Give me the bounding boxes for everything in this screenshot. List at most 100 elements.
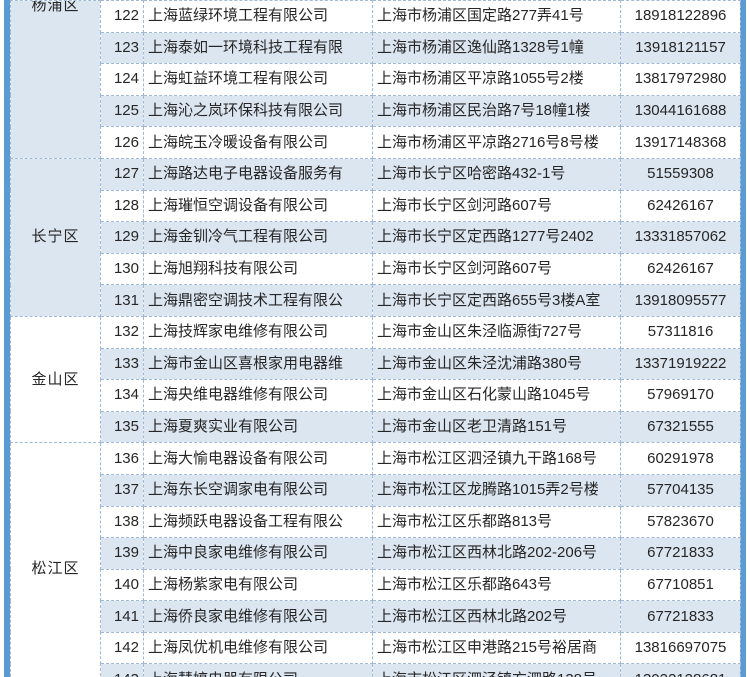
address-cell: 上海市金山区朱泾临源街727号 [372, 315, 621, 349]
address-cell: 上海市松江区西林北路202-206号 [372, 537, 621, 570]
phone-cell: 13817972980 [620, 63, 741, 96]
district-cell: 金山区 [10, 315, 101, 444]
company-cell: 上海夏爽实业有限公司 [143, 410, 373, 444]
table-row: 133 上海市金山区喜根家用电器维 上海市金山区朱泾沈浦路380号 133719192… [11, 347, 741, 381]
phone-cell: 57823670 [620, 505, 741, 539]
phone-cell: 51559308 [620, 157, 741, 191]
address-cell: 上海市长宁区剑河路607号 [372, 189, 621, 223]
phone-cell: 13331857062 [620, 221, 741, 254]
company-cell: 上海泰如一环境科技工程有限 [143, 31, 373, 65]
company-cell: 上海鼎密空调技术工程有限公 [143, 284, 373, 317]
index-cell: 126 [100, 126, 144, 159]
phone-cell: 13044161688 [620, 94, 741, 128]
company-cell: 上海大愉电器设备有限公司 [143, 442, 373, 475]
address-cell: 上海市杨浦区民治路7号18幢1楼 [372, 94, 621, 128]
table-row: 松江区 136 上海大愉电器设备有限公司 上海市松江区泗泾镇九干路168号 602919… [10, 442, 741, 677]
address-cell: 上海市杨浦区国定路277弄41号 [372, 0, 621, 33]
index-cell: 124 [100, 63, 144, 96]
index-cell: 129 [100, 221, 144, 254]
company-cell: 上海慧婷电器有限公司 [143, 663, 373, 677]
table-row: 金山区 132 上海技辉家电维修有限公司 上海市金山区朱泾临源街727号 5731181… [10, 315, 741, 444]
index-cell: 133 [100, 347, 144, 381]
table-row: 129 上海金钏冷气工程有限公司 上海市长宁区定西路1277号2402 1333185… [11, 221, 741, 254]
table-row: 123 上海泰如一环境科技工程有限 上海市杨浦区逸仙路1328号1幢 13918121… [11, 31, 741, 65]
phone-cell: 62426167 [620, 252, 741, 286]
table-row: 杨浦区 122 上海蓝绿环境工程有限公司 上海市杨浦区国定路277弄41号 189181… [10, 0, 741, 159]
table-row: 125 上海沁之岚环保科技有限公司 上海市杨浦区民治路7号18幢1楼 13044161… [11, 94, 741, 128]
index-cell: 132 [100, 315, 144, 349]
company-cell: 上海杨紫家电有限公司 [143, 568, 373, 602]
table-row: 130 上海旭翔科技有限公司 上海市长宁区剑河路607号 62426167 [11, 252, 741, 286]
phone-cell: 57311816 [620, 315, 741, 349]
company-cell: 上海虹益环境工程有限公司 [143, 63, 373, 96]
index-cell: 128 [100, 189, 144, 223]
company-cell: 上海频跃电器设备工程有限公 [143, 505, 373, 539]
service-provider-table: 杨浦区 122 上海蓝绿环境工程有限公司 上海市杨浦区国定路277弄41号 189181… [10, 0, 741, 677]
phone-cell: 13371919222 [620, 347, 741, 381]
index-cell: 136 [100, 442, 144, 475]
phone-cell: 67710851 [620, 568, 741, 602]
address-cell: 上海市长宁区哈密路432-1号 [372, 157, 621, 191]
index-cell: 122 [100, 0, 144, 33]
phone-cell: 57704135 [620, 473, 741, 507]
company-cell: 上海旭翔科技有限公司 [143, 252, 373, 286]
address-cell: 上海市松江区泗泾镇九干路168号 [372, 442, 621, 475]
company-cell: 上海技辉家电维修有限公司 [143, 315, 373, 349]
phone-cell: 62426167 [620, 189, 741, 223]
phone-cell: 13918121157 [620, 31, 741, 65]
address-cell: 上海市松江区泗泾镇方泗路138号 [372, 663, 621, 677]
company-cell: 上海沁之岚环保科技有限公司 [143, 94, 373, 128]
address-cell: 上海市金山区老卫清路151号 [372, 410, 621, 444]
index-cell: 135 [100, 410, 144, 444]
index-cell: 123 [100, 31, 144, 65]
table-row: 139 上海中良家电维修有限公司 上海市松江区西林北路202-206号 6772183… [11, 537, 741, 570]
address-cell: 上海市松江区乐都路643号 [372, 568, 621, 602]
address-cell: 上海市杨浦区逸仙路1328号1幢 [372, 31, 621, 65]
company-cell: 上海侨良家电维修有限公司 [143, 600, 373, 633]
phone-cell: 67321555 [620, 410, 741, 444]
district-cell: 长宁区 [10, 157, 101, 317]
address-cell: 上海市松江区西林北路202号 [372, 600, 621, 633]
table-row: 140 上海杨紫家电有限公司 上海市松江区乐都路643号 67710851 [11, 568, 741, 602]
address-cell: 上海市杨浦区平凉路1055号2楼 [372, 63, 621, 96]
phone-cell: 13816697075 [620, 631, 741, 665]
index-cell: 125 [100, 94, 144, 128]
company-cell: 上海璀恒空调设备有限公司 [143, 189, 373, 223]
phone-cell: 67721833 [620, 600, 741, 633]
index-cell: 142 [100, 631, 144, 665]
table-row: 124 上海虹益环境工程有限公司 上海市杨浦区平凉路1055号2楼 138179729… [11, 63, 741, 96]
address-cell: 上海市杨浦区平凉路2716号8号楼 [372, 126, 621, 159]
table-right-rail [740, 0, 746, 677]
index-cell: 140 [100, 568, 144, 602]
table-row: 135 上海夏爽实业有限公司 上海市金山区老卫清路151号 67321555 [11, 410, 741, 444]
company-cell: 上海市金山区喜根家用电器维 [143, 347, 373, 381]
table-row: 138 上海频跃电器设备工程有限公 上海市松江区乐都路813号 57823670 [11, 505, 741, 539]
table-row: 134 上海央维电器维修有限公司 上海市金山区石化蒙山路1045号 57969170 [11, 379, 741, 412]
index-cell: 130 [100, 252, 144, 286]
district-cell: 松江区 [10, 442, 101, 677]
table-row: 长宁区 127 上海路达电子电器设备服务有 上海市长宁区哈密路432-1号 515593… [10, 157, 741, 317]
phone-cell: 60291978 [620, 442, 741, 475]
address-cell: 上海市松江区申港路215号裕居商 [372, 631, 621, 665]
address-cell: 上海市长宁区定西路1277号2402 [372, 221, 621, 254]
table-left-rail [4, 0, 10, 677]
company-cell: 上海路达电子电器设备服务有 [143, 157, 373, 191]
phone-cell: 18918122896 [620, 0, 741, 33]
index-cell: 143 [100, 663, 144, 677]
index-cell: 137 [100, 473, 144, 507]
address-cell: 上海市松江区乐都路813号 [372, 505, 621, 539]
index-cell: 138 [100, 505, 144, 539]
district-cell: 杨浦区 [10, 0, 101, 159]
company-cell: 上海中良家电维修有限公司 [143, 537, 373, 570]
table-row: 137 上海东长空调家电有限公司 上海市松江区龙腾路1015弄2号楼 57704135 [11, 473, 741, 507]
company-cell: 上海央维电器维修有限公司 [143, 379, 373, 412]
address-cell: 上海市长宁区剑河路607号 [372, 252, 621, 286]
phone-cell: 13022128681 [620, 663, 741, 677]
company-cell: 上海东长空调家电有限公司 [143, 473, 373, 507]
address-cell: 上海市松江区龙腾路1015弄2号楼 [372, 473, 621, 507]
phone-cell: 67721833 [620, 537, 741, 570]
address-cell: 上海市金山区石化蒙山路1045号 [372, 379, 621, 412]
company-cell: 上海金钏冷气工程有限公司 [143, 221, 373, 254]
index-cell: 127 [100, 157, 144, 191]
index-cell: 139 [100, 537, 144, 570]
